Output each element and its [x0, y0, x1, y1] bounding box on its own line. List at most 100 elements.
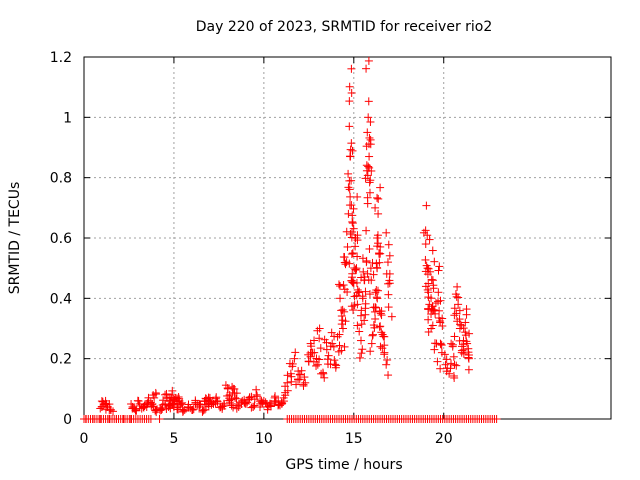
data-point — [316, 344, 325, 353]
data-point — [152, 390, 161, 399]
data-point — [373, 264, 382, 273]
data-point — [369, 270, 378, 279]
data-point — [421, 255, 430, 264]
data-point — [345, 259, 354, 268]
data-point — [345, 82, 354, 91]
data-point — [454, 300, 463, 309]
data-point — [323, 355, 332, 364]
data-point — [250, 395, 259, 404]
data-point — [105, 415, 114, 423]
data-point — [155, 415, 164, 423]
data-point — [174, 393, 183, 402]
data-point — [384, 303, 393, 312]
data-point — [353, 300, 362, 309]
data-point — [240, 399, 249, 408]
data-point — [382, 360, 391, 369]
data-point — [349, 204, 358, 213]
data-point — [365, 290, 374, 299]
data-point — [315, 334, 324, 343]
data-point — [447, 359, 456, 368]
data-point — [376, 183, 385, 192]
data-point — [318, 368, 327, 377]
gridlines — [84, 57, 611, 419]
data-point — [281, 391, 290, 400]
data-point — [430, 257, 439, 266]
data-point — [266, 401, 275, 410]
data-point — [127, 400, 136, 409]
data-point — [352, 278, 361, 287]
data-point — [134, 397, 143, 406]
data-point — [324, 351, 333, 360]
data-point — [349, 306, 358, 315]
data-point — [371, 303, 380, 312]
data-point — [200, 405, 209, 414]
data-point — [344, 183, 353, 192]
data-point — [364, 162, 373, 171]
data-point — [312, 354, 321, 363]
data-point — [292, 380, 301, 389]
data-point — [450, 360, 459, 369]
data-point — [345, 185, 354, 194]
data-point — [343, 242, 352, 251]
data-point — [353, 252, 362, 261]
data-point — [347, 250, 356, 259]
data-point — [365, 152, 374, 161]
data-point — [375, 258, 384, 267]
data-point — [358, 345, 367, 354]
data-point — [346, 145, 355, 154]
data-point — [345, 97, 354, 106]
data-point — [492, 415, 501, 423]
data-points — [80, 56, 501, 423]
data-point — [96, 404, 105, 413]
data-point — [231, 393, 240, 402]
data-point — [453, 282, 462, 291]
data-point — [376, 342, 385, 351]
x-axis-label: GPS time / hours — [285, 457, 402, 473]
data-point — [229, 403, 238, 412]
data-point — [313, 326, 322, 335]
data-point — [257, 398, 266, 407]
data-point — [81, 415, 90, 423]
data-point — [353, 192, 362, 201]
data-point — [335, 330, 344, 339]
data-point — [347, 273, 356, 282]
data-point — [464, 365, 473, 374]
y-tick-label: 0.6 — [50, 231, 72, 247]
data-point — [291, 348, 300, 357]
data-point — [283, 378, 292, 387]
data-point — [376, 249, 385, 258]
data-point — [347, 64, 356, 73]
data-point — [270, 398, 279, 407]
data-point — [424, 279, 433, 288]
data-point — [373, 231, 382, 240]
data-point — [265, 399, 274, 408]
y-tick-label: 1 — [63, 110, 72, 126]
data-point — [364, 97, 373, 106]
axis-ticks: 0 0.2 0.4 0.6 0.8 1 1.2 0 5 10 15 20 — [50, 50, 611, 447]
data-point — [368, 331, 377, 340]
data-point — [347, 302, 356, 311]
data-point — [462, 305, 471, 314]
data-point — [357, 349, 366, 358]
data-point — [464, 353, 473, 362]
data-point — [367, 339, 376, 348]
data-point — [380, 332, 389, 341]
data-point — [425, 300, 434, 309]
data-point — [450, 332, 459, 341]
data-point — [440, 350, 449, 359]
data-point — [333, 332, 342, 341]
data-point — [365, 188, 374, 197]
data-point — [347, 139, 356, 148]
data-point — [349, 224, 358, 233]
data-point — [351, 265, 360, 274]
data-point — [353, 321, 362, 330]
data-point — [363, 269, 372, 278]
data-point — [421, 240, 430, 249]
data-point — [356, 336, 365, 345]
data-point — [340, 342, 349, 351]
data-point — [384, 240, 393, 249]
data-point — [384, 279, 393, 288]
data-point — [427, 275, 436, 284]
data-point — [367, 276, 376, 285]
data-point — [355, 353, 364, 362]
